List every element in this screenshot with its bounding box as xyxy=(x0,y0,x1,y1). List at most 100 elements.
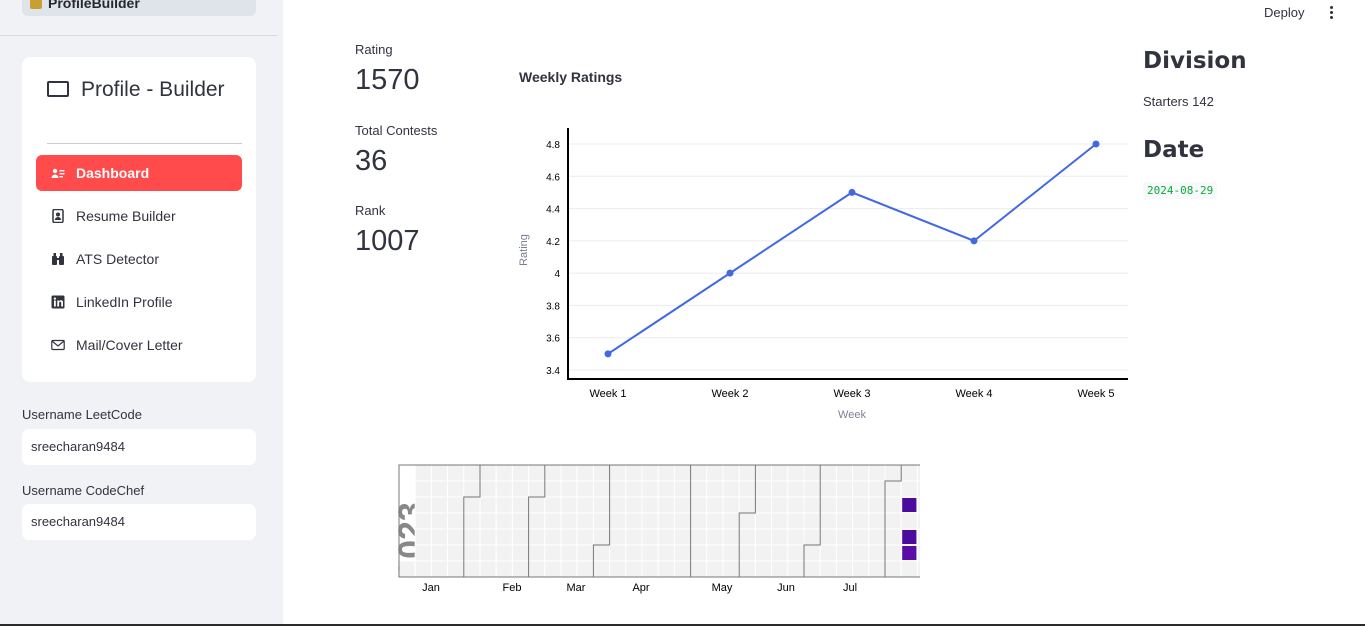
heatmap-day xyxy=(609,480,627,498)
heatmap-day xyxy=(690,560,708,578)
heatmap-day xyxy=(771,512,789,530)
nav-item-dashboard[interactable]: Dashboard xyxy=(36,155,242,191)
more-vertical-icon[interactable] xyxy=(1330,6,1334,20)
heatmap-day xyxy=(544,528,562,546)
heatmap-day xyxy=(576,560,594,578)
heatmap-day xyxy=(852,528,870,546)
y-tick-label: 3.6 xyxy=(546,334,560,345)
heatmap-day xyxy=(592,496,611,514)
heatmap-day xyxy=(560,544,578,562)
y-tick-label: 4.4 xyxy=(546,205,560,216)
heatmap-day xyxy=(609,496,627,514)
heatmap-day xyxy=(511,528,530,546)
heatmap-day xyxy=(803,528,821,546)
heatmap-day xyxy=(835,512,854,530)
heatmap-day xyxy=(576,544,594,562)
heatmap-grid xyxy=(398,464,920,578)
y-tick-label: 4.8 xyxy=(546,140,560,151)
nav-item-linkedin-profile[interactable]: LinkedIn Profile xyxy=(36,284,242,320)
heatmap-day xyxy=(560,512,578,530)
heatmap-day xyxy=(819,464,837,482)
heatmap-day xyxy=(657,560,675,578)
y-axis-label: Rating xyxy=(518,234,530,266)
heatmap-day xyxy=(625,528,643,546)
heatmap-day xyxy=(690,544,708,562)
heatmap-day xyxy=(706,464,724,482)
division-heading: Division xyxy=(1143,48,1247,74)
heatmap-day xyxy=(706,560,724,578)
user-card-icon xyxy=(51,168,65,178)
heatmap-day xyxy=(511,560,530,578)
heatmap-day xyxy=(430,464,449,482)
heatmap-day xyxy=(787,480,805,498)
heatmap-day xyxy=(771,480,789,498)
heatmap-day xyxy=(916,496,920,514)
heatmap-day xyxy=(868,528,886,546)
heatmap-day xyxy=(754,544,773,562)
heatmap-day xyxy=(771,528,789,546)
heatmap-day xyxy=(463,544,481,562)
heatmap-day xyxy=(414,496,432,514)
heatmap-day xyxy=(722,528,740,546)
heatmap-day xyxy=(544,560,562,578)
y-tick-label: 3.4 xyxy=(546,366,560,377)
x-axis-label: Week xyxy=(838,409,866,421)
contests-label: Total Contests xyxy=(355,123,438,138)
heatmap-day xyxy=(819,480,837,498)
heatmap-day xyxy=(852,480,870,498)
heatmap-day xyxy=(900,512,918,530)
y-tick-label: 4.6 xyxy=(546,172,560,183)
heatmap-day xyxy=(447,512,465,530)
nav-item-resume-builder[interactable]: Resume Builder xyxy=(36,198,242,234)
heatmap-day xyxy=(592,464,611,482)
heatmap-day xyxy=(835,464,854,482)
rating-label: Rating xyxy=(355,42,393,57)
heatmap-cells xyxy=(902,498,917,560)
leetcode-username-input[interactable]: sreecharan9484 xyxy=(22,429,256,465)
app-badge[interactable]: ProfileBuilder xyxy=(22,0,256,16)
heatmap-day xyxy=(852,560,870,578)
rating-series-line xyxy=(607,143,1097,355)
heatmap-day xyxy=(609,464,627,482)
division-value: Starters 142 xyxy=(1143,94,1214,109)
heatmap-day xyxy=(916,464,920,482)
nav-item-ats-detector[interactable]: ATS Detector xyxy=(36,241,242,277)
y-axis-ticks: 3.4 3.6 3.8 4 4.2 4.4 4.6 4.8 xyxy=(546,140,560,377)
nav-item-label: Dashboard xyxy=(76,165,150,181)
heatmap-day xyxy=(528,512,546,530)
heatmap-day xyxy=(690,464,708,482)
heatmap-day xyxy=(771,560,789,578)
heatmap-day xyxy=(787,464,805,482)
app-name: ProfileBuilder xyxy=(48,0,140,11)
heatmap-day xyxy=(868,496,886,514)
x-tick-label: Week 2 xyxy=(711,388,748,400)
heatmap-day xyxy=(852,512,870,530)
heatmap-day xyxy=(835,528,854,546)
active-day xyxy=(902,546,917,560)
month-label: Jan xyxy=(422,582,440,594)
month-boundary xyxy=(592,465,611,577)
heatmap-day xyxy=(528,528,546,546)
heatmap-day xyxy=(560,464,578,482)
heatmap-day xyxy=(641,544,659,562)
heatmap-day xyxy=(625,560,643,578)
chart-title: Weekly Ratings xyxy=(519,69,622,85)
heatmap-day xyxy=(511,496,530,514)
heatmap-day xyxy=(560,560,578,578)
codechef-username-input[interactable]: sreecharan9484 xyxy=(22,504,256,540)
heatmap-day xyxy=(884,512,902,530)
heatmap-day xyxy=(916,480,920,498)
weekly-ratings-chart: Weekly Ratings 3.4 3.6 3.8 4 4.2 4.4 4.6 4.8 We… xyxy=(518,69,1128,421)
deploy-button[interactable]: Deploy xyxy=(1264,5,1305,20)
envelope-icon xyxy=(51,339,65,351)
heatmap-day xyxy=(673,528,692,546)
y-tick-label: 4 xyxy=(554,269,560,280)
nav-item-mail-cover-letter[interactable]: Mail/Cover Letter xyxy=(36,327,242,363)
heatmap-day xyxy=(625,480,643,498)
heatmap-day xyxy=(852,464,870,482)
heatmap-day xyxy=(463,464,481,482)
heatmap-day xyxy=(398,560,416,578)
heatmap-day xyxy=(544,480,562,498)
chart-grid xyxy=(568,143,1128,371)
data-point xyxy=(970,237,978,245)
